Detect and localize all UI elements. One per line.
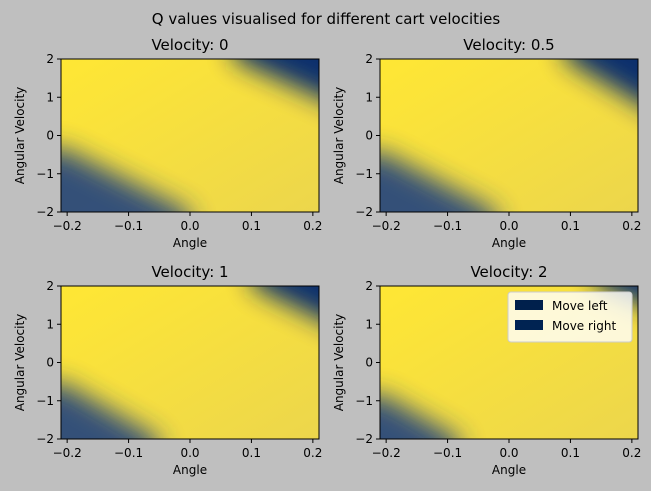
panel-title: Velocity: 1 <box>151 263 228 281</box>
legend-swatch <box>515 320 543 330</box>
x-tick-label: 0.0 <box>180 219 199 233</box>
x-tick-label: 0.1 <box>561 446 580 460</box>
panel-2: Velocity: 0.5 −0.2 −0.1 0.0 0.1 0.2 −2 −1 0 1 2 Ang… <box>332 36 641 250</box>
x-tick-label: −0.1 <box>114 446 143 460</box>
x-axis-label: Angle <box>492 463 526 477</box>
x-tick-label: 0.0 <box>499 219 518 233</box>
panel-1: Velocity: 0 −0.2 −0.1 0.0 0.1 0.2 −2 −1 0 1 2 Angle… <box>13 36 322 250</box>
x-tick-label: −0.2 <box>53 219 82 233</box>
y-tick-label: 1 <box>46 317 54 331</box>
y-axis-label: Angular Velocity <box>13 314 27 412</box>
y-tick-label: −2 <box>36 205 54 219</box>
y-tick-label: 2 <box>46 52 54 66</box>
x-tick-label: 0.1 <box>561 219 580 233</box>
legend-entry: Move left <box>552 299 608 313</box>
x-axis-label: Angle <box>173 236 207 250</box>
x-tick-label: −0.2 <box>53 446 82 460</box>
y-tick-label: 0 <box>46 356 54 370</box>
y-axis-label: Angular Velocity <box>332 87 346 185</box>
y-tick-label: 0 <box>46 129 54 143</box>
x-tick-label: 0.2 <box>303 219 322 233</box>
figure-suptitle: Q values visualised for different cart v… <box>152 10 501 28</box>
heatmap-field <box>61 59 319 212</box>
panel-title: Velocity: 2 <box>470 263 547 281</box>
panel-3: Velocity: 1 −0.2 −0.1 0.0 0.1 0.2 −2 −1 0 1 2 Angle… <box>13 263 322 477</box>
x-tick-label: 0.0 <box>180 446 199 460</box>
heatmap-field <box>61 286 319 439</box>
x-tick-label: 0.0 <box>499 446 518 460</box>
x-tick-label: −0.2 <box>372 219 401 233</box>
y-tick-label: 2 <box>365 279 373 293</box>
y-tick-label: 1 <box>365 90 373 104</box>
y-tick-label: −1 <box>36 167 54 181</box>
y-tick-label: −2 <box>36 432 54 446</box>
x-tick-label: 0.2 <box>622 446 641 460</box>
y-tick-label: 0 <box>365 129 373 143</box>
y-axis-label: Angular Velocity <box>13 87 27 185</box>
heatmap-region-low <box>380 393 460 439</box>
y-tick-label: 1 <box>365 317 373 331</box>
y-tick-label: −1 <box>355 167 373 181</box>
heatmap-region-high <box>564 59 638 103</box>
heatmap-region-low <box>61 381 160 439</box>
x-tick-label: −0.1 <box>433 219 462 233</box>
x-tick-label: −0.2 <box>372 446 401 460</box>
heatmap-region-low <box>380 150 497 212</box>
heatmap-region-low <box>61 146 190 212</box>
y-tick-label: 0 <box>365 356 373 370</box>
x-tick-label: 0.1 <box>242 446 261 460</box>
heatmap-field <box>380 59 638 212</box>
legend-swatch <box>515 300 543 310</box>
legend: Move left Move right <box>507 291 633 343</box>
y-tick-label: 2 <box>46 279 54 293</box>
x-axis-label: Angle <box>173 463 207 477</box>
y-axis-label: Angular Velocity <box>332 314 346 412</box>
legend-entry: Move right <box>552 319 616 333</box>
y-tick-label: 1 <box>46 90 54 104</box>
panel-title: Velocity: 0.5 <box>463 36 554 54</box>
y-tick-label: −1 <box>355 394 373 408</box>
panel-4: Velocity: 2 −0.2 −0.1 0.0 0.1 0.2 −2 −1 0 1 2 Angle… <box>332 263 641 477</box>
heatmap-region-high <box>233 59 319 98</box>
x-tick-label: 0.2 <box>303 446 322 460</box>
x-tick-label: 0.1 <box>242 219 261 233</box>
heatmap-region-high <box>251 286 319 319</box>
y-tick-label: −1 <box>36 394 54 408</box>
x-tick-label: −0.1 <box>114 219 143 233</box>
x-axis-label: Angle <box>492 236 526 250</box>
x-tick-label: −0.1 <box>433 446 462 460</box>
panel-title: Velocity: 0 <box>151 36 228 54</box>
x-tick-label: 0.2 <box>622 219 641 233</box>
y-tick-label: 2 <box>365 52 373 66</box>
y-tick-label: −2 <box>355 205 373 219</box>
y-tick-label: −2 <box>355 432 373 446</box>
